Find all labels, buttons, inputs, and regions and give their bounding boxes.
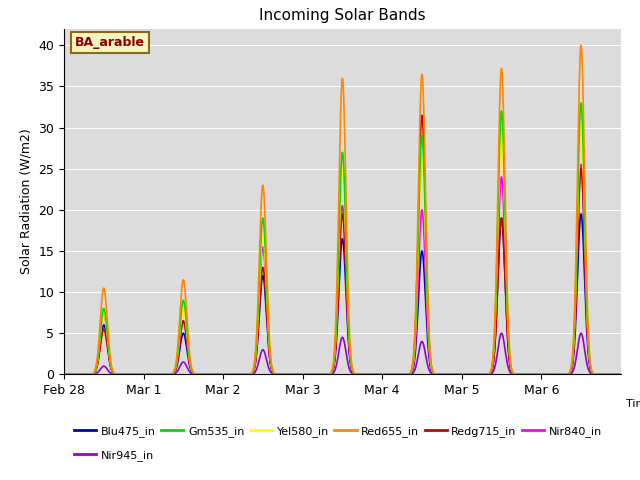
Gm535_in — [314, 372, 322, 377]
Red655_in — [478, 372, 486, 377]
Text: BA_arable: BA_arable — [75, 36, 145, 49]
Blu475_in — [577, 211, 585, 217]
Nir945_in — [373, 372, 381, 377]
Nir840_in — [565, 371, 573, 376]
Nir840_in — [373, 372, 381, 377]
Line: Yel580_in: Yel580_in — [64, 123, 621, 374]
Nir840_in — [549, 372, 557, 377]
Blu475_in — [549, 372, 557, 377]
Nir945_in — [478, 372, 486, 377]
Nir945_in — [616, 372, 624, 377]
Red655_in — [617, 372, 625, 377]
Line: Redg715_in: Redg715_in — [64, 115, 621, 374]
Title: Incoming Solar Bands: Incoming Solar Bands — [259, 9, 426, 24]
Blu475_in — [616, 372, 624, 377]
Y-axis label: Solar Radiation (W/m2): Solar Radiation (W/m2) — [20, 129, 33, 275]
Yel580_in — [60, 372, 68, 377]
Text: Time: Time — [627, 398, 640, 408]
Blu475_in — [60, 372, 68, 377]
Line: Red655_in: Red655_in — [64, 45, 621, 374]
Red655_in — [373, 372, 381, 377]
Redg715_in — [314, 372, 322, 377]
Redg715_in — [60, 372, 68, 377]
Gm535_in — [577, 100, 585, 106]
Blu475_in — [314, 372, 322, 377]
Gm535_in — [373, 372, 381, 377]
Nir945_in — [60, 372, 68, 377]
Blu475_in — [617, 372, 625, 377]
Nir840_in — [314, 372, 322, 377]
Red655_in — [577, 42, 585, 48]
Nir840_in — [616, 372, 624, 377]
Nir840_in — [577, 162, 585, 168]
Blu475_in — [478, 372, 486, 377]
Gm535_in — [549, 372, 557, 377]
Line: Blu475_in: Blu475_in — [64, 214, 621, 374]
Gm535_in — [60, 372, 68, 377]
Redg715_in — [617, 372, 625, 377]
Nir840_in — [478, 372, 486, 377]
Blu475_in — [373, 372, 381, 377]
Nir945_in — [314, 372, 322, 377]
Yel580_in — [565, 371, 573, 376]
Nir945_in — [549, 372, 557, 377]
Line: Gm535_in: Gm535_in — [64, 103, 621, 374]
Nir945_in — [577, 330, 585, 336]
Red655_in — [60, 372, 68, 377]
Yel580_in — [373, 372, 381, 377]
Redg715_in — [478, 372, 486, 377]
Redg715_in — [550, 372, 557, 377]
Redg715_in — [616, 372, 624, 377]
Yel580_in — [616, 372, 624, 377]
Red655_in — [314, 372, 322, 377]
Redg715_in — [566, 371, 573, 376]
Yel580_in — [577, 120, 585, 126]
Gm535_in — [478, 372, 486, 377]
Blu475_in — [565, 371, 573, 377]
Yel580_in — [549, 372, 557, 377]
Legend: Nir945_in: Nir945_in — [70, 446, 158, 466]
Yel580_in — [314, 372, 322, 377]
Red655_in — [616, 372, 624, 377]
Yel580_in — [478, 372, 486, 377]
Gm535_in — [616, 372, 624, 377]
Gm535_in — [565, 371, 573, 376]
Yel580_in — [617, 372, 625, 377]
Redg715_in — [373, 372, 381, 377]
Red655_in — [549, 372, 557, 377]
Nir840_in — [617, 372, 625, 377]
Nir945_in — [565, 372, 573, 377]
Red655_in — [565, 370, 573, 376]
Nir840_in — [60, 372, 68, 377]
Nir945_in — [617, 372, 625, 377]
Line: Nir840_in: Nir840_in — [64, 165, 621, 374]
Line: Nir945_in: Nir945_in — [64, 333, 621, 374]
Redg715_in — [418, 112, 426, 118]
Gm535_in — [617, 372, 625, 377]
